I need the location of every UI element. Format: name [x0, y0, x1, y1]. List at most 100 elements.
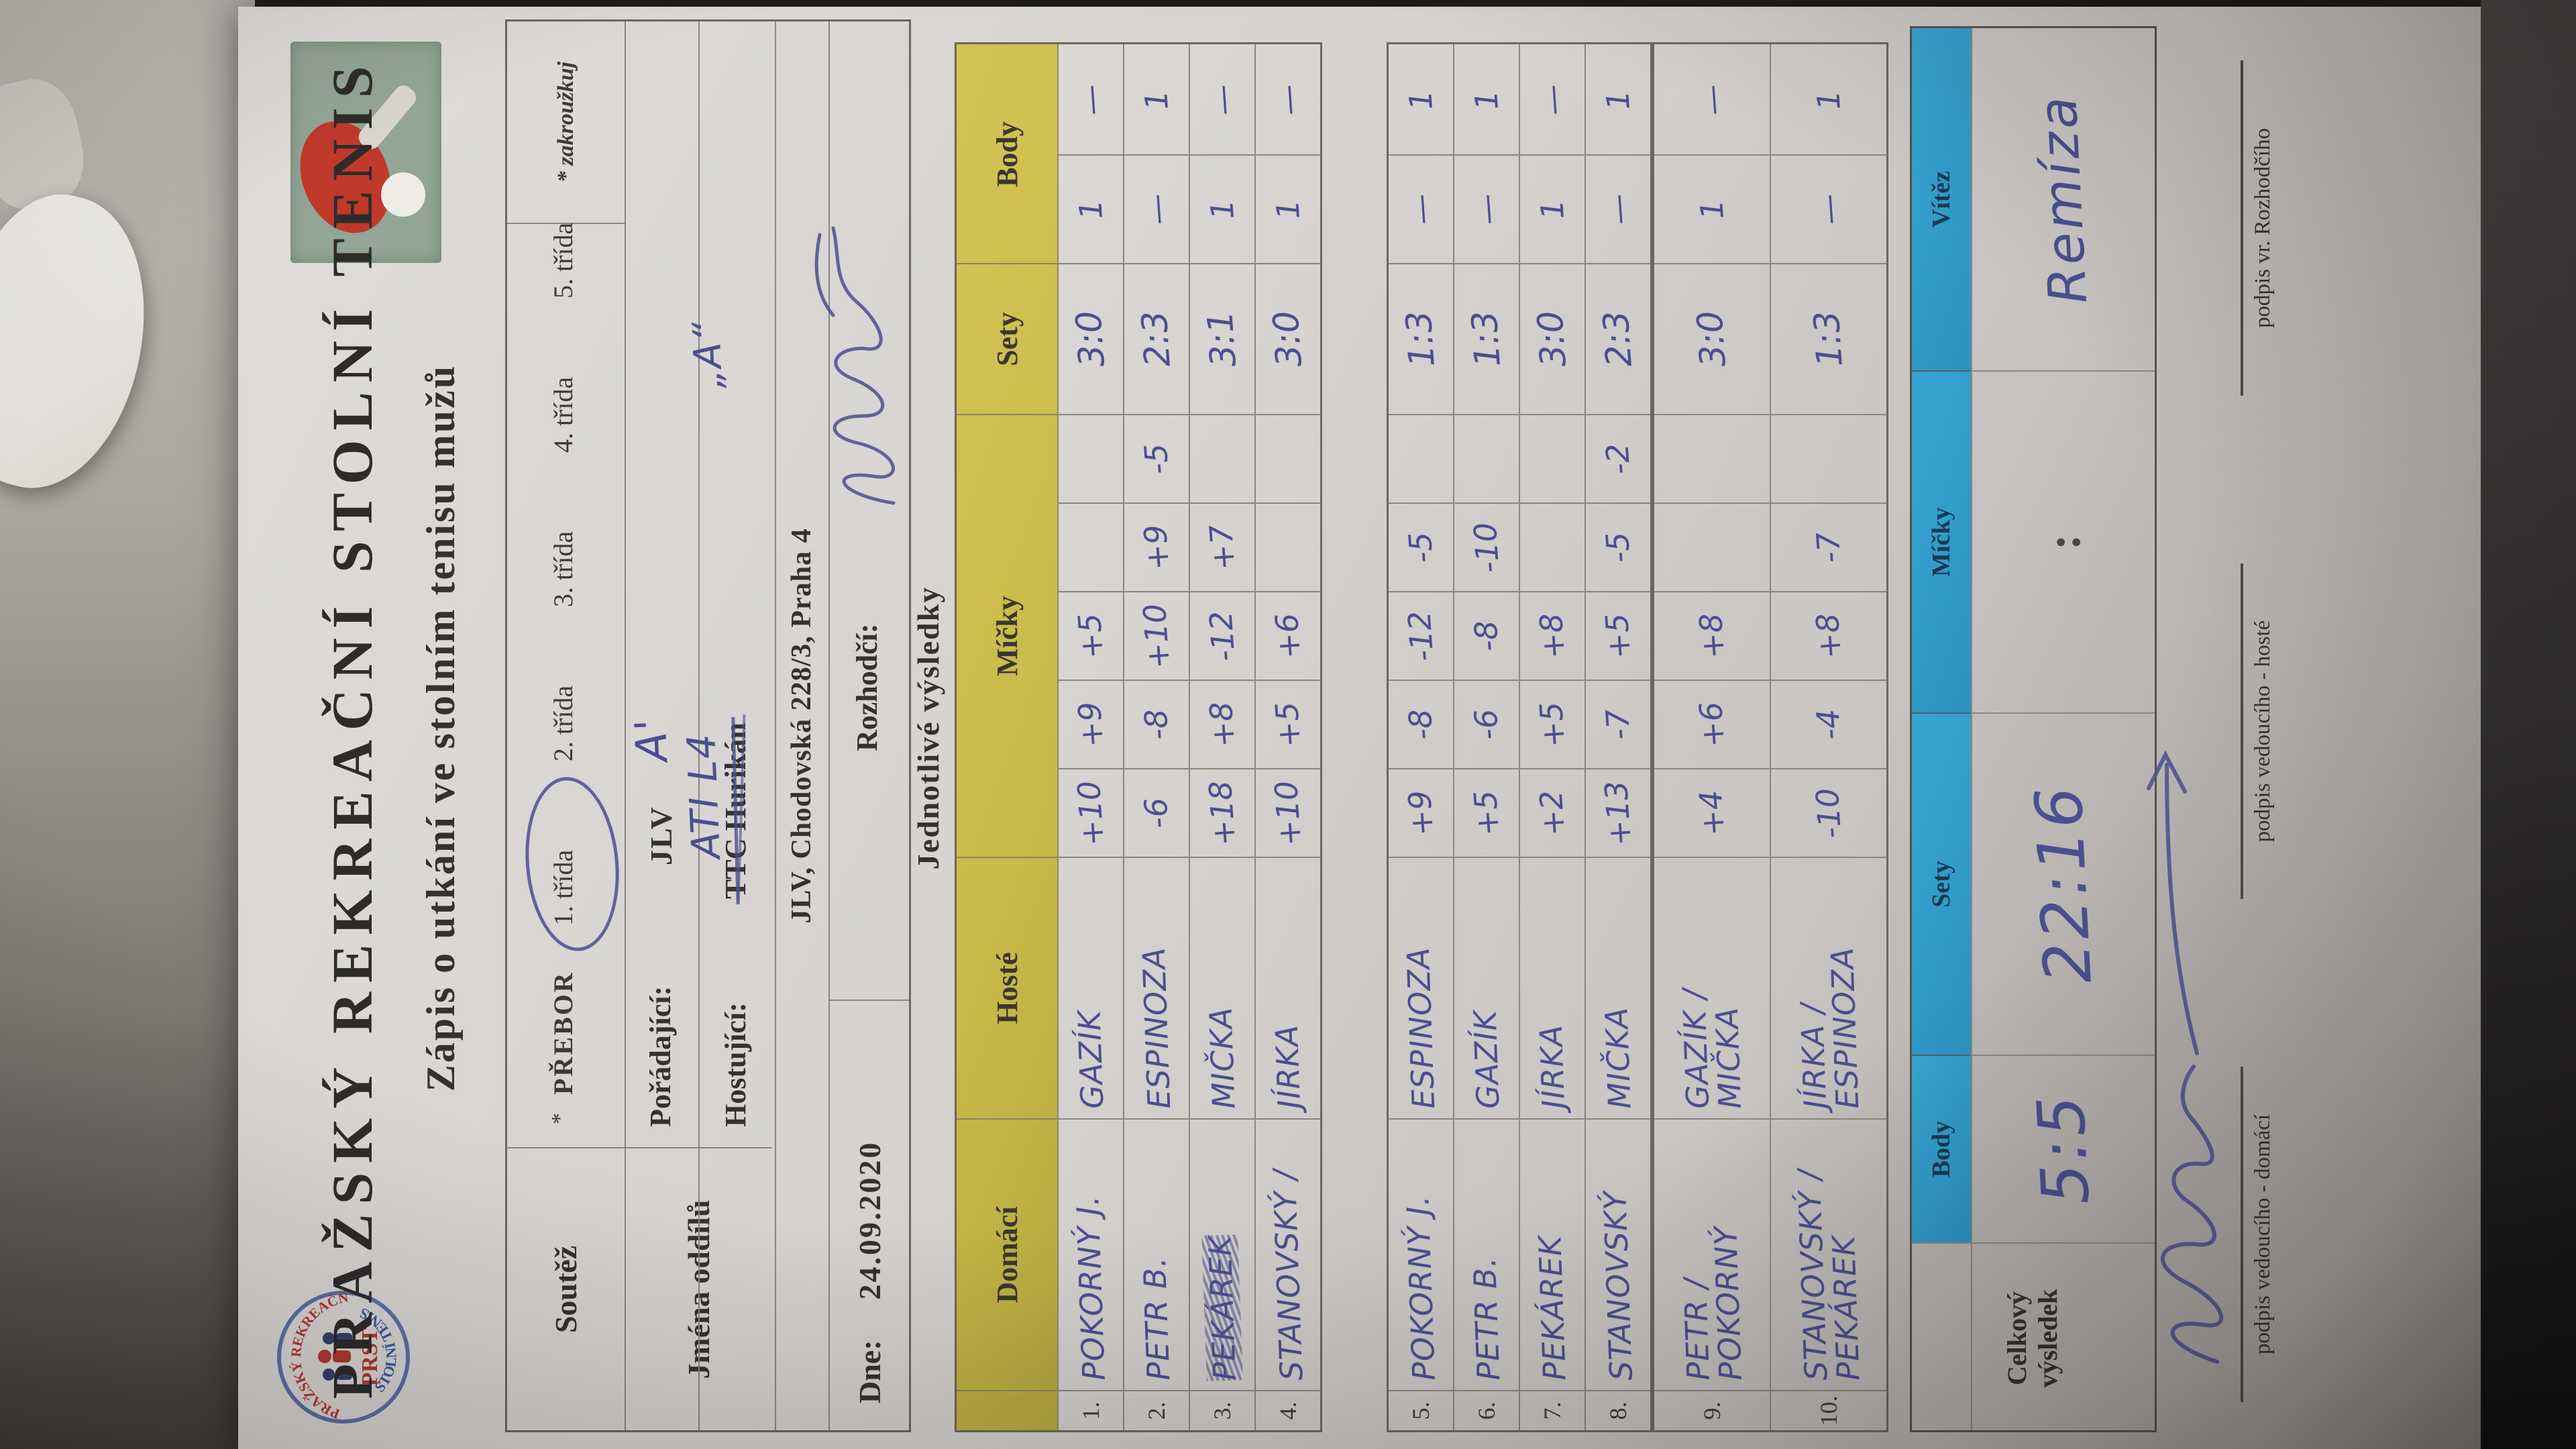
home-pair-1: STANOVSKÝ / [1790, 1168, 1835, 1381]
set2-balls: +9 [1071, 700, 1111, 749]
table-row-8: 8. STANOVSKÝ MIČKA +13 -7 +5 -5 -2 2:3 —… [1585, 44, 1650, 1430]
totals-header: Body Sety Míčky Vítěz [1912, 28, 1971, 1430]
set2-balls: -7 [1599, 708, 1638, 741]
paddle-handle [358, 85, 417, 150]
home-player-scribbled-out: PEKÁREK [1201, 1234, 1243, 1381]
body-guest: — [1071, 83, 1110, 117]
set3-balls: +8 [1809, 612, 1849, 660]
row-num: 3. [1190, 1390, 1254, 1430]
guest-team-handwritten-2: „A“ [684, 319, 732, 390]
captain-signature-scribble [2147, 750, 2224, 1364]
prst-club-badge: PRAŽSKÝ REKREAČNÍ STOLNÍ TENIS PRST [249, 1281, 426, 1435]
body-guest: 1 [1810, 89, 1847, 111]
guest-pair-2: MIČKA [1708, 1006, 1749, 1110]
results-section-title: Jednotlivé výsledky [911, 586, 945, 870]
set3-balls: -12 [1202, 609, 1242, 663]
pen-circle-around-class-1 [518, 773, 627, 955]
set1-balls: +5 [1466, 789, 1507, 837]
table-row-9: 9. PETR / POKORNÝ GAZÍK / MIČKA +4 +6 +8… [1654, 44, 1770, 1430]
set4-balls: +9 [1136, 523, 1177, 572]
competition-row: Soutěž * PŘEBOR 1. třída 2. třída 3. tří… [507, 21, 627, 1430]
table-surface-right [2481, 0, 2576, 1449]
set1-balls: +10 [1267, 779, 1309, 847]
guest-team-row: Hostující: TTC Hurikán ATI L4 „A“ [678, 21, 775, 1430]
sets-score: 2:3 [1134, 309, 1179, 369]
set4-balls: +7 [1202, 523, 1242, 572]
date-referee-row: Dne: 24.09.2020 Rozhodčí: [814, 21, 909, 1430]
guest-player: GAZÍK [1466, 1009, 1507, 1110]
home-signature-line [2241, 1067, 2243, 1402]
guest-player: ESPINOZA [1399, 946, 1442, 1110]
body-guest: — [1533, 83, 1572, 117]
match-info-box: Soutěž * PŘEBOR 1. třída 2. třída 3. tří… [505, 19, 911, 1432]
col-domaci: Domácí [957, 1118, 1057, 1390]
set2-balls: -8 [1401, 708, 1440, 741]
guest-player: JÍRKA [1532, 1024, 1572, 1110]
home-player: PETR B. [1136, 1256, 1177, 1381]
competition-cells: * PŘEBOR 1. třída 2. třída 3. třída 4. t… [507, 222, 627, 1147]
rozhodci-label: Rozhodčí: [851, 623, 883, 751]
sets-score: 1:3 [1464, 309, 1509, 369]
home-pair-2: POKORNÝ [1707, 1225, 1750, 1381]
row-num: 5. [1389, 1390, 1453, 1430]
body-guest: 1 [1138, 89, 1175, 111]
set4-balls: -10 [1466, 521, 1507, 574]
guest-player: MIČKA [1202, 1006, 1242, 1110]
set2-balls: +5 [1268, 700, 1308, 749]
referee-signature-label: podpis vr. Rozhodčího [2251, 128, 2275, 328]
set2-balls: +8 [1202, 700, 1242, 749]
set5-balls: -5 [1137, 442, 1176, 476]
set1-balls: +2 [1532, 789, 1572, 837]
body-home: 1 [1534, 198, 1571, 221]
table-row-4: 4. STANOVSKÝ / JÍRKA +10 +5 +6 3:0 1 — [1254, 44, 1320, 1430]
home-player: PETR B. [1466, 1256, 1507, 1381]
total-sets-value: 22:16 [2021, 782, 2106, 986]
body-guest: — [1203, 83, 1242, 117]
results-table-block2: 5. POKORNÝ J. ESPINOZA +9 -8 -12 -5 1:3 … [1387, 42, 1652, 1432]
set3-balls: -8 [1467, 619, 1506, 653]
totals-col-micky: Míčky [1912, 370, 1971, 712]
guest-player: JÍRKA [1268, 1024, 1308, 1110]
set4-balls: -5 [1599, 531, 1638, 564]
badge-players-figures [318, 1332, 352, 1381]
guest-player: ESPINOZA [1135, 946, 1178, 1110]
set2-balls: +6 [1692, 700, 1732, 749]
paddle-blade [300, 121, 391, 233]
table-tennis-logo [290, 42, 441, 263]
totals-col-body: Body [1912, 1055, 1971, 1242]
row-num: 9. [1654, 1390, 1770, 1430]
row-num: 6. [1454, 1390, 1519, 1430]
guest-player: GAZÍK [1071, 1009, 1111, 1110]
results-table: Domácí Hosté Míčky Sety Body 1. POKORNÝ … [955, 42, 1322, 1432]
hostujici-label: Hostující: [719, 1002, 752, 1127]
referee-signature-scribble [814, 226, 896, 505]
set3-balls: +5 [1598, 612, 1638, 660]
row-num: 4. [1256, 1390, 1320, 1430]
set4-balls: -7 [1809, 531, 1848, 564]
soutez-label: Soutěž [507, 1147, 625, 1430]
set1-balls: +4 [1692, 789, 1732, 837]
body-home: — [1467, 193, 1506, 226]
col-sety: Sety [957, 263, 1057, 414]
col-hoste: Hosté [957, 857, 1057, 1118]
total-body-value: 5:5 [2023, 1091, 2104, 1208]
class-option-3: 3. třída [548, 531, 578, 607]
set3-balls: +8 [1532, 612, 1572, 660]
table-row-1: 1. POKORNÝ J. GAZÍK +10 +9 +5 3:0 1 — [1057, 44, 1123, 1430]
body-home: — [1809, 193, 1848, 226]
sets-score: 3:1 [1200, 309, 1244, 369]
sets-score: 1:3 [1399, 309, 1443, 369]
class-option-2: 2. třída [548, 685, 578, 761]
class-option-5: 5. třída [548, 222, 578, 299]
home-player: POKORNÝ J. [1399, 1194, 1442, 1381]
body-guest: — [1269, 83, 1307, 117]
guest-pair-2: ESPINOZA [1823, 946, 1866, 1110]
body-home: 1 [1072, 198, 1110, 221]
star-mark: * [547, 1113, 572, 1124]
dne-label: Dne: [852, 1340, 887, 1403]
guest-signature-line [2241, 564, 2243, 899]
sets-score: 3:0 [1266, 309, 1310, 369]
set1-balls: +10 [1070, 779, 1112, 847]
body-home: 1 [1693, 198, 1731, 221]
table-row-3: 3. PEKÁREK MIČKA +18 +8 -12 +7 3:1 1 — [1189, 44, 1254, 1430]
